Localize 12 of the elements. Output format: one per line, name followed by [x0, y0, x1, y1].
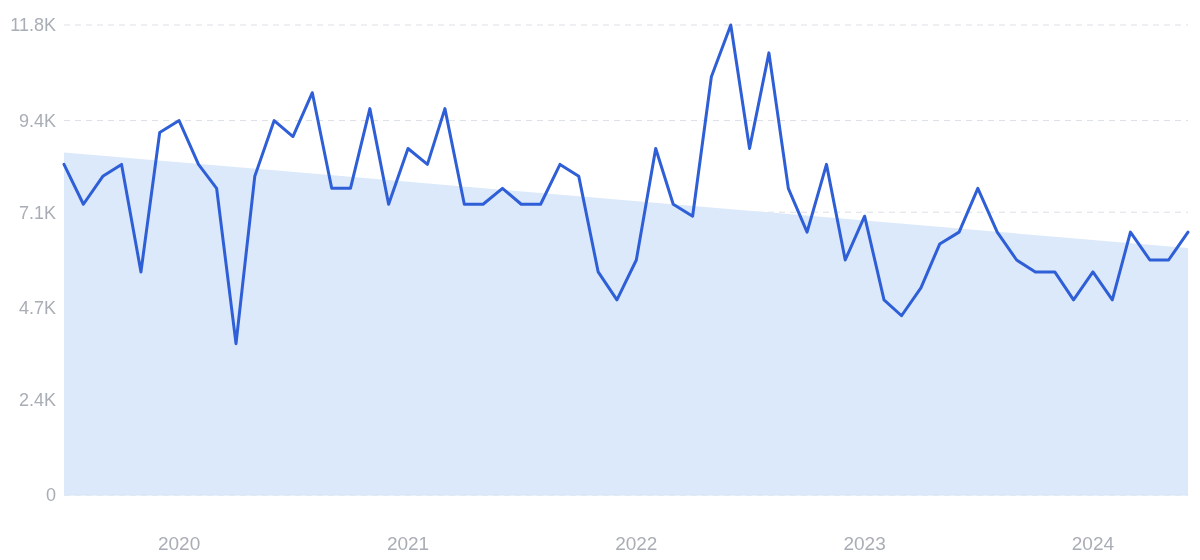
x-tick-label: 2022 — [615, 533, 658, 554]
x-tick-label: 2020 — [157, 533, 201, 554]
line-series — [62, 23, 1190, 346]
y-tick-label: 9.4K — [18, 110, 56, 131]
x-tick-label: 2023 — [843, 533, 886, 554]
y-tick-label: 11.8K — [10, 15, 56, 36]
x-tick-label: 2024 — [1071, 533, 1115, 554]
y-tick-label: 4.7K — [18, 298, 56, 319]
y-tick-label: 0 — [45, 485, 56, 506]
y-tick-label: 7.1K — [18, 202, 56, 223]
x-tick-label: 2021 — [386, 533, 430, 554]
y-tick-label: 2.4K — [18, 389, 56, 410]
